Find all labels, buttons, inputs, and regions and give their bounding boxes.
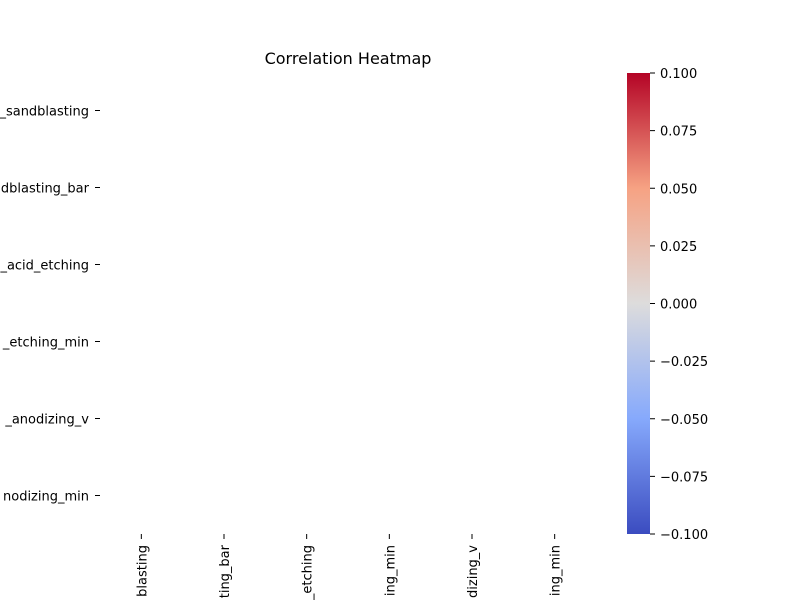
colorbar-tick-label: 0.050 xyxy=(660,182,697,197)
y-tick-label: _sandblasting xyxy=(0,105,89,120)
y-tick-label: dblasting_bar xyxy=(1,182,90,197)
x-tick-label: blasting xyxy=(135,545,150,597)
chart-title: Correlation Heatmap xyxy=(265,49,432,68)
colorbar-tick-label: 0.100 xyxy=(660,67,697,82)
y-tick-label: nodizing_min xyxy=(3,490,89,505)
colorbar-ticks: 0.100 0.075 0.050 0.025 0.000 −0.025 −0.050 −0.… xyxy=(650,67,708,543)
x-tick-label: ting_bar xyxy=(218,544,233,598)
x-tick-label: _etching xyxy=(301,545,316,600)
colorbar-gradient-bar xyxy=(627,73,650,534)
x-tick-label: dizing_v xyxy=(466,545,481,598)
colorbar-tick-label: −0.025 xyxy=(660,355,708,370)
y-tick-label: _anodizing_v xyxy=(4,413,89,428)
colorbar-tick-label: 0.025 xyxy=(660,240,697,255)
colorbar-tick-label: 0.075 xyxy=(660,125,697,140)
colorbar-tick-label: −0.100 xyxy=(660,528,708,543)
y-axis: _sandblasting dblasting_bar _acid_etching _… xyxy=(0,105,100,505)
colorbar-tick-label: 0.000 xyxy=(660,298,697,313)
y-tick-label: _acid_etching xyxy=(0,259,89,274)
colorbar-tick-label: −0.050 xyxy=(660,413,708,428)
x-tick-label: ing_min xyxy=(383,545,398,596)
colorbar-tick-label: −0.075 xyxy=(660,470,708,485)
x-tick-label: ing_min xyxy=(549,545,564,596)
colorbar: 0.100 0.075 0.050 0.025 0.000 −0.025 −0.050 −0.… xyxy=(627,67,708,543)
y-tick-label: _etching_min xyxy=(2,336,89,351)
x-axis: blasting ting_bar _etching ing_min dizing_v i… xyxy=(135,534,564,600)
